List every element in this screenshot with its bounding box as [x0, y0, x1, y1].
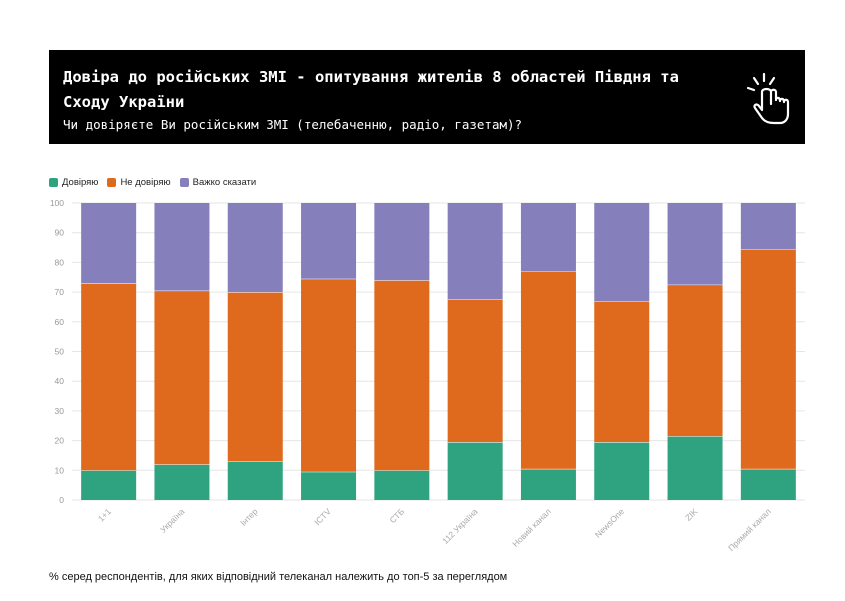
legend-item-hard-to-say: Важко сказати	[179, 176, 257, 188]
x-tick-label: 112 Україна	[440, 506, 480, 546]
y-tick-label: 10	[55, 465, 65, 475]
bar-segment	[520, 271, 576, 469]
x-tick-label: ZIK	[683, 506, 700, 523]
bar-segment	[740, 203, 796, 250]
bar-segment	[520, 468, 576, 500]
bar-segment	[594, 301, 650, 443]
bar-segment	[447, 203, 503, 300]
y-tick-label: 20	[55, 436, 65, 446]
bar-segment	[520, 203, 576, 272]
legend-item-distrust: Не довіряю	[107, 176, 171, 188]
x-tick-label: Україна	[158, 506, 186, 534]
bar-segment	[154, 464, 210, 500]
footnote: % серед респондентів, для яких відповідн…	[49, 571, 508, 583]
y-tick-label: 70	[55, 287, 65, 297]
bar-segment	[81, 283, 137, 471]
bar-segment	[667, 436, 723, 500]
chart-header: Довіра до російських ЗМІ - опитування жи…	[49, 50, 805, 144]
y-tick-label: 0	[59, 495, 64, 505]
bar-segment	[301, 471, 357, 500]
bar-segment	[667, 284, 723, 437]
x-tick-label: ICTV	[312, 506, 333, 527]
bar-segment	[81, 470, 137, 500]
bar-segment	[227, 203, 283, 293]
bar-segment	[374, 280, 430, 471]
bar-segment	[447, 442, 503, 500]
bar-segment	[667, 203, 723, 285]
bar-segment	[594, 203, 650, 302]
chart-title: Довіра до російських ЗМІ - опитування жи…	[63, 68, 679, 111]
pointing-hand-icon	[746, 72, 790, 125]
bar-segment	[301, 278, 357, 472]
bar-segment	[374, 470, 430, 500]
bar-segment	[154, 203, 210, 291]
legend-swatch-trust	[49, 177, 58, 187]
y-tick-label: 50	[55, 347, 65, 357]
legend-swatch-distrust	[107, 177, 117, 187]
y-tick-label: 60	[55, 317, 65, 327]
legend-label-hard-to-say: Важко сказати	[192, 176, 257, 188]
bar-segment	[447, 299, 503, 443]
chart-subtitle: Чи довіряєте Ви російським ЗМІ (телебаче…	[63, 117, 523, 132]
x-tick-label: NewsOne	[593, 506, 627, 540]
y-tick-label: 90	[55, 228, 65, 238]
x-tick-label: СТБ	[387, 506, 406, 525]
y-tick-label: 30	[55, 406, 65, 416]
bar-segment	[227, 292, 283, 462]
chart-legend: Довіряю Не довіряю Важко сказати	[49, 175, 265, 189]
x-tick-label: 1+1	[96, 506, 113, 523]
y-tick-label: 100	[50, 198, 64, 208]
x-tick-label: Новий канал	[510, 506, 553, 549]
bar-segment	[154, 290, 210, 465]
bar-segment	[594, 442, 650, 500]
legend-item-trust: Довіряю	[49, 177, 98, 188]
bar-segment	[740, 249, 796, 469]
bar-segment	[740, 468, 796, 500]
legend-label-distrust: Не довіряю	[120, 176, 171, 188]
bar-segment	[227, 461, 283, 500]
y-tick-label: 80	[55, 257, 65, 267]
y-tick-label: 40	[55, 376, 65, 386]
bar-segment	[81, 203, 137, 284]
legend-swatch-hard-to-say	[179, 177, 189, 187]
x-tick-label: Прямий канал	[726, 506, 773, 553]
bar-segment	[374, 203, 430, 281]
legend-label-trust: Довіряю	[62, 176, 99, 188]
bar-segment	[301, 203, 357, 279]
x-tick-label: Інтер	[238, 506, 260, 528]
